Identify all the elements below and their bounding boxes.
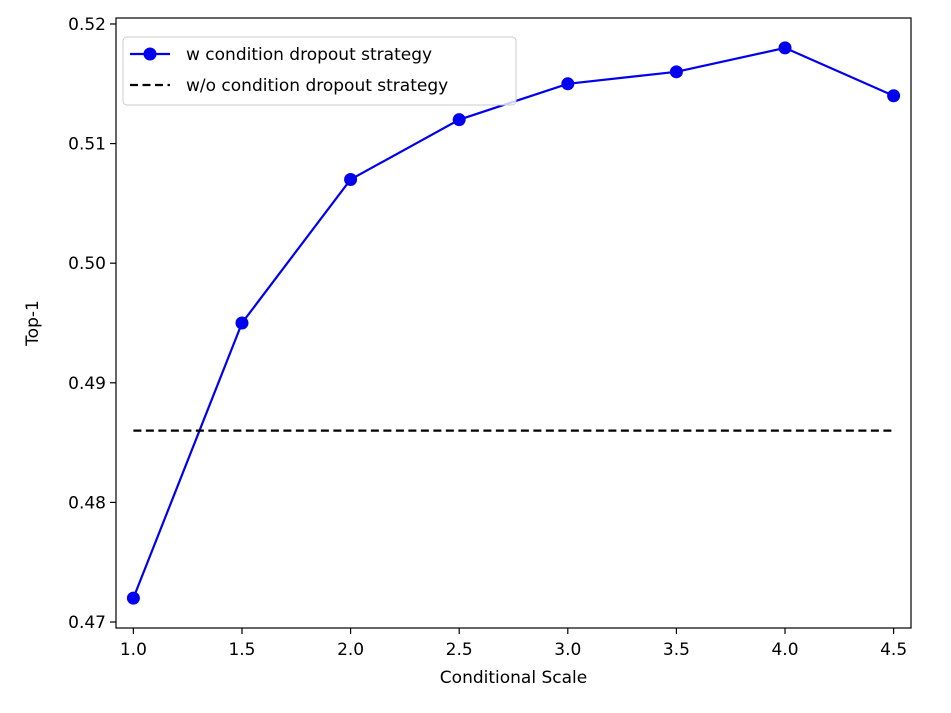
y-tick-label: 0.52	[68, 15, 106, 35]
legend: w condition dropout strategy w/o conditi…	[122, 36, 517, 106]
x-tick-label: 2.5	[446, 640, 473, 660]
data-point	[669, 65, 683, 79]
y-axis-label: Top-1	[23, 300, 43, 347]
data-point	[344, 172, 358, 186]
axes-layer: 1.0 1.5 2.0 2.5 3.0 3.5 4.0 4.5 0.47 0.48 0.49 0.50…	[68, 15, 912, 660]
x-tick-label: 4.0	[771, 640, 798, 660]
axes-frame	[115, 17, 912, 629]
x-tick-label: 3.0	[554, 640, 581, 660]
y-tick-label: 0.50	[68, 254, 106, 274]
y-tick-label: 0.51	[68, 135, 106, 155]
x-tick-label: 1.5	[228, 640, 255, 660]
y-tick-label: 0.47	[68, 613, 106, 633]
data-point	[235, 316, 249, 330]
legend-entry-label: w/o condition dropout strategy	[186, 76, 448, 96]
data-point	[452, 113, 466, 127]
data-point	[126, 591, 140, 605]
x-axis-label: Conditional Scale	[440, 668, 587, 688]
data-point	[778, 41, 792, 55]
legend-box	[122, 36, 517, 106]
series-layer	[126, 41, 901, 605]
y-tick-label: 0.49	[68, 374, 106, 394]
legend-entry-label: w condition dropout strategy	[186, 45, 432, 65]
data-point	[887, 89, 901, 103]
x-tick-label: 1.0	[120, 640, 147, 660]
legend-swatch-marker	[143, 47, 157, 61]
x-tick-label: 2.0	[337, 640, 364, 660]
x-tick-label: 3.5	[663, 640, 690, 660]
x-tick-label: 4.5	[880, 640, 907, 660]
y-tick-label: 0.48	[68, 493, 106, 513]
data-point	[561, 77, 575, 91]
